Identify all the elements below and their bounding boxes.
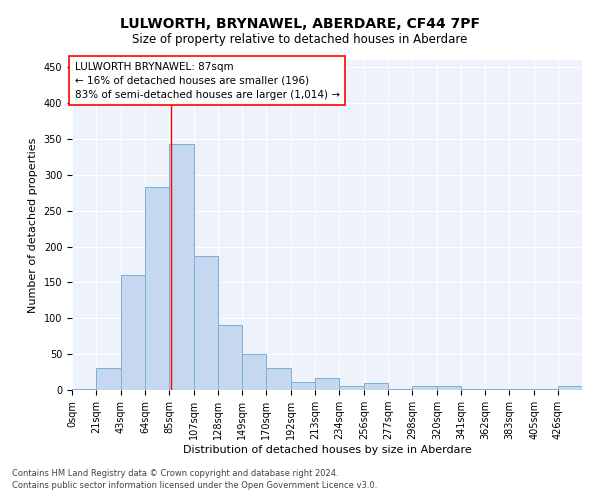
Bar bbox=[558, 386, 582, 390]
Text: LULWORTH BRYNAWEL: 87sqm
← 16% of detached houses are smaller (196)
83% of semi-: LULWORTH BRYNAWEL: 87sqm ← 16% of detach… bbox=[74, 62, 340, 100]
Text: Size of property relative to detached houses in Aberdare: Size of property relative to detached ho… bbox=[133, 32, 467, 46]
Text: Contains public sector information licensed under the Open Government Licence v3: Contains public sector information licen… bbox=[12, 481, 377, 490]
Bar bbox=[96, 368, 121, 390]
Bar bbox=[364, 383, 388, 390]
Bar bbox=[291, 382, 315, 390]
X-axis label: Distribution of detached houses by size in Aberdare: Distribution of detached houses by size … bbox=[182, 445, 472, 455]
Bar bbox=[412, 386, 437, 390]
Bar bbox=[121, 275, 145, 390]
Text: LULWORTH, BRYNAWEL, ABERDARE, CF44 7PF: LULWORTH, BRYNAWEL, ABERDARE, CF44 7PF bbox=[120, 18, 480, 32]
Text: Contains HM Land Registry data © Crown copyright and database right 2024.: Contains HM Land Registry data © Crown c… bbox=[12, 468, 338, 477]
Y-axis label: Number of detached properties: Number of detached properties bbox=[28, 138, 38, 312]
Bar bbox=[315, 378, 339, 390]
Bar bbox=[145, 187, 169, 390]
Bar bbox=[218, 326, 242, 390]
Bar bbox=[169, 144, 194, 390]
Bar bbox=[242, 354, 266, 390]
Bar bbox=[72, 388, 96, 390]
Bar bbox=[388, 388, 412, 390]
Bar bbox=[266, 368, 291, 390]
Bar bbox=[437, 386, 461, 390]
Bar bbox=[339, 386, 364, 390]
Bar bbox=[194, 256, 218, 390]
